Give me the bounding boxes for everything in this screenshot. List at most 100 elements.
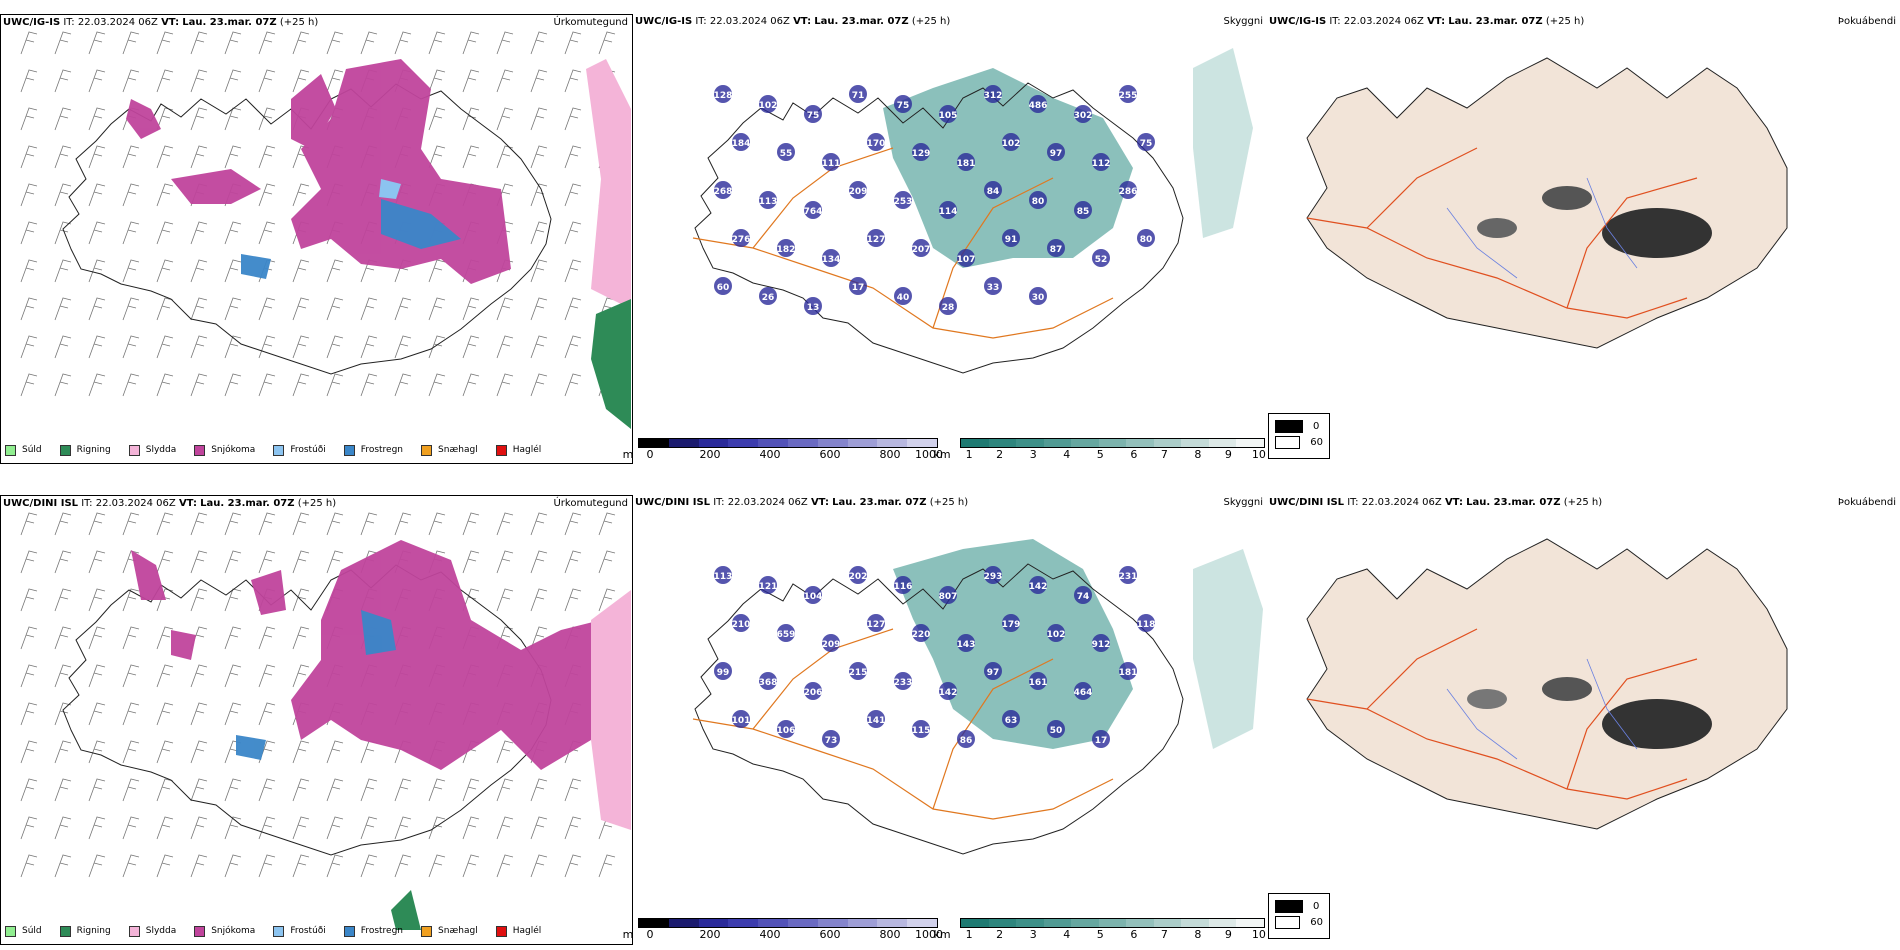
cloud-base-label: 80 bbox=[1140, 235, 1153, 245]
wind-barb-icon bbox=[258, 664, 276, 688]
wind-barb-icon bbox=[360, 335, 378, 359]
wind-barb-icon bbox=[292, 297, 310, 321]
wind-barb-icon bbox=[292, 335, 310, 359]
cloud-base-marker bbox=[777, 239, 795, 257]
model-name: UWC/IG-IS bbox=[3, 17, 61, 28]
cloud-base-marker bbox=[894, 95, 912, 113]
wind-barb-icon bbox=[326, 740, 344, 764]
cloud-base-marker bbox=[1092, 153, 1110, 171]
cloud-base-marker bbox=[957, 730, 975, 748]
cloud-base-marker bbox=[1002, 133, 1020, 151]
cloud-base-label: 215 bbox=[849, 668, 868, 678]
wind-barb-icon bbox=[54, 31, 72, 55]
cloud-base-marker bbox=[894, 191, 912, 209]
cloud-base-label: 255 bbox=[1119, 91, 1138, 101]
cloud-base-marker bbox=[894, 672, 912, 690]
legend-item-snow-pellets: Snæhagl bbox=[421, 444, 492, 456]
wind-barb-icon bbox=[54, 550, 72, 574]
wind-barb-icon bbox=[224, 297, 242, 321]
cloud-base-colorbar: m 0 200 400 600 800 1000 bbox=[623, 438, 943, 461]
wind-barb-icon bbox=[326, 259, 344, 283]
wind-barb-icon bbox=[360, 816, 378, 840]
cloud-base-label: 115 bbox=[912, 726, 931, 736]
wind-barb-icon bbox=[564, 145, 582, 169]
wind-barb-icon bbox=[258, 373, 276, 397]
cloud-base-marker bbox=[894, 287, 912, 305]
cloud-base-label: 112 bbox=[1092, 159, 1111, 169]
wind-barb-icon bbox=[530, 816, 548, 840]
wind-barb-icon bbox=[54, 816, 72, 840]
cloud-base-label: 106 bbox=[777, 726, 796, 736]
wind-barb-icon bbox=[88, 740, 106, 764]
cloud-base-label: 40 bbox=[897, 293, 910, 303]
wind-barb-icon bbox=[224, 550, 242, 574]
wind-barb-icon bbox=[496, 854, 514, 878]
wind-barb-icon bbox=[360, 31, 378, 55]
wind-barb-icon bbox=[258, 626, 276, 650]
lead-time: (+25 h) bbox=[1545, 16, 1585, 27]
cloud-base-label: 134 bbox=[822, 255, 841, 265]
cloud-base-label: 143 bbox=[957, 640, 976, 650]
wind-barb-icon bbox=[462, 107, 480, 131]
wind-barb-icon bbox=[462, 297, 480, 321]
cloud-base-marker bbox=[1092, 634, 1110, 652]
wind-barb-icon bbox=[20, 183, 38, 207]
wind-barb-icon bbox=[564, 816, 582, 840]
cloud-base-label: 97 bbox=[987, 668, 1000, 678]
wind-barb-icon bbox=[598, 512, 616, 536]
cloud-base-label: 233 bbox=[894, 678, 913, 688]
wind-barb-icon bbox=[122, 854, 140, 878]
wind-barb-icon bbox=[360, 854, 378, 878]
cloud-base-label: 75 bbox=[807, 111, 820, 121]
cloud-base-label: 107 bbox=[957, 255, 976, 265]
model-name: UWC/IG-IS bbox=[1269, 16, 1327, 27]
precip-sleet-fill bbox=[591, 590, 631, 830]
wind-barb-icon bbox=[292, 259, 310, 283]
wind-barb-icon bbox=[292, 183, 310, 207]
cloud-base-label: 80 bbox=[1032, 197, 1045, 207]
cloud-base-marker bbox=[984, 566, 1002, 584]
cloud-base-label: 302 bbox=[1074, 111, 1093, 121]
valid-time: Lau. 23.mar. 07Z bbox=[832, 497, 927, 508]
wind-barb-icon bbox=[428, 778, 446, 802]
wind-barb-icon bbox=[224, 664, 242, 688]
wind-barb-icon bbox=[462, 854, 480, 878]
cloud-base-label: 659 bbox=[777, 630, 796, 640]
cloud-base-marker bbox=[732, 710, 750, 728]
wind-barb-icon bbox=[190, 221, 208, 245]
cloud-base-marker bbox=[1137, 133, 1155, 151]
panel-title: Þokuábendi bbox=[1837, 16, 1896, 27]
wind-barb-icon bbox=[122, 664, 140, 688]
cloud-base-marker bbox=[804, 682, 822, 700]
wind-barb-icon bbox=[496, 778, 514, 802]
fog-index-panel-row1: UWC/IG-IS IT: 22.03.2024 06Z VT: Lau. 23… bbox=[1267, 14, 1900, 464]
wind-barb-icon bbox=[190, 259, 208, 283]
wind-barb-icon bbox=[428, 373, 446, 397]
wind-barb-icon bbox=[258, 297, 276, 321]
cloud-base-label: 368 bbox=[759, 678, 778, 688]
wind-barb-icon bbox=[496, 145, 514, 169]
wind-barb-icon bbox=[292, 512, 310, 536]
cloud-base-marker bbox=[849, 85, 867, 103]
wind-barb-icon bbox=[462, 145, 480, 169]
precip-type-panel-row1: UWC/IG-IS IT: 22.03.2024 06Z VT: Lau. 23… bbox=[0, 14, 633, 464]
wind-barb-icon bbox=[564, 550, 582, 574]
wind-barb-icon bbox=[394, 816, 412, 840]
fog-index-legend: 0 60 bbox=[1268, 893, 1330, 939]
wind-barb-icon bbox=[224, 626, 242, 650]
cloud-base-label: 13 bbox=[807, 303, 820, 313]
wind-barb-icon bbox=[598, 550, 616, 574]
wind-barb-icon bbox=[156, 145, 174, 169]
wind-barb-icon bbox=[54, 778, 72, 802]
cloud-base-label: 807 bbox=[939, 592, 958, 602]
panel-header: UWC/IG-IS IT: 22.03.2024 06Z VT: Lau. 23… bbox=[3, 17, 628, 28]
wind-barb-icon bbox=[122, 816, 140, 840]
wind-barb-icon bbox=[462, 816, 480, 840]
wind-barb-icon bbox=[428, 854, 446, 878]
wind-barb-icon bbox=[20, 816, 38, 840]
init-time: 22.03.2024 06Z bbox=[95, 498, 176, 509]
wind-barb-icon bbox=[428, 297, 446, 321]
wind-barb-icon bbox=[394, 512, 412, 536]
wind-barb-icon bbox=[496, 373, 514, 397]
lead-time: (+25 h) bbox=[297, 498, 337, 509]
